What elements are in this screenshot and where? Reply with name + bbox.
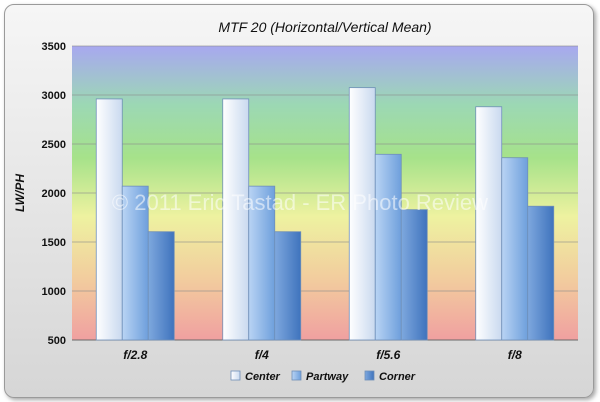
x-category-label: f/8 (508, 348, 522, 362)
bar-center-2 (222, 98, 250, 341)
bar-corner-4 (527, 205, 555, 341)
y-tick-label: 1000 (42, 286, 66, 298)
legend-label-partway: Partway (306, 371, 349, 383)
legend-label-center: Center (245, 371, 281, 383)
legend-swatch-center (230, 370, 241, 381)
y-tick-label: 3500 (42, 41, 66, 53)
bar-corner-2 (274, 231, 302, 341)
bar-center-4 (475, 106, 503, 341)
y-tick-label: 2500 (42, 139, 66, 151)
y-axis-ticks: 500 1000 1500 2000 2500 3000 3500 (42, 41, 66, 347)
legend: Center Partway Corner (230, 370, 416, 383)
legend-swatch-partway (291, 370, 302, 381)
y-axis-label: LW/PH (13, 174, 27, 212)
y-tick-label: 500 (48, 335, 66, 347)
legend-swatch-corner (364, 370, 375, 381)
bar-partway-4 (501, 157, 529, 341)
bar-corner-3 (400, 209, 428, 341)
bars (95, 87, 555, 341)
bar-partway-3 (374, 153, 402, 341)
x-axis-categories: f/2.8 f/4 f/5.6 f/8 (123, 348, 522, 362)
watermark: © 2011 Eric Tastad - ER Photo Review (112, 190, 488, 215)
y-tick-label: 1500 (42, 237, 66, 249)
y-tick-label: 2000 (42, 188, 66, 200)
bar-partway-2 (248, 185, 276, 341)
bar-center-1 (95, 98, 123, 341)
x-category-label: f/4 (255, 348, 269, 362)
y-tick-label: 3000 (42, 90, 66, 102)
bar-corner-1 (147, 231, 175, 341)
chart-title: MTF 20 (Horizontal/Vertical Mean) (218, 19, 431, 35)
x-category-label: f/5.6 (376, 348, 400, 362)
x-category-label: f/2.8 (123, 348, 147, 362)
legend-label-corner: Corner (379, 371, 416, 383)
